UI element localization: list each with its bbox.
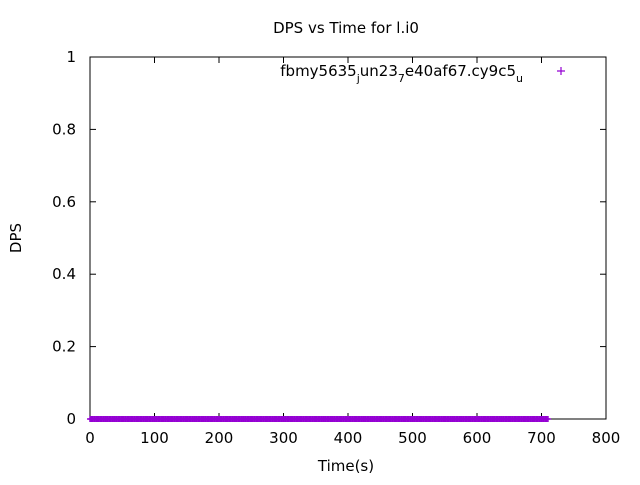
y-tick-label: 0.6 — [52, 193, 76, 211]
data-point — [544, 416, 551, 422]
chart-title: DPS vs Time for l.i0 — [273, 19, 419, 37]
legend-part-b: j — [356, 72, 360, 85]
x-tick-label: 0 — [85, 429, 95, 447]
y-tick-label: 0.8 — [52, 120, 76, 138]
x-tick-label: 400 — [334, 429, 363, 447]
legend-part-e: e40af67.cy9c5 — [405, 62, 516, 80]
legend: fbmy5635jun237e40af67.cy9c5u — [280, 62, 565, 85]
x-tick-label: 600 — [463, 429, 492, 447]
y-tick-label: 0 — [66, 410, 76, 428]
legend-label: fbmy5635jun237e40af67.cy9c5u — [280, 62, 523, 85]
series-points — [87, 416, 551, 422]
y-tick-label: 0.4 — [52, 265, 76, 283]
x-axis-label: Time(s) — [317, 457, 374, 475]
legend-part-c: un23 — [360, 62, 398, 80]
x-tick-label: 300 — [269, 429, 298, 447]
y-tick-label: 0.2 — [52, 338, 76, 356]
legend-part-a: fbmy5635 — [280, 62, 356, 80]
y-axis-ticks: 0 0.2 0.4 0.6 0.8 1 — [52, 48, 606, 428]
legend-part-d: 7 — [398, 72, 405, 85]
legend-part-f: u — [516, 72, 523, 85]
x-tick-label: 800 — [592, 429, 621, 447]
y-tick-label: 1 — [66, 48, 76, 66]
legend-marker — [557, 67, 565, 75]
x-tick-label: 100 — [140, 429, 169, 447]
x-tick-label: 500 — [398, 429, 427, 447]
x-tick-label: 700 — [527, 429, 556, 447]
x-axis-ticks: 0 100 200 300 400 500 600 700 800 — [85, 57, 620, 447]
y-axis-label: DPS — [7, 223, 25, 253]
x-tick-label: 200 — [205, 429, 234, 447]
legend-plus-marker — [557, 67, 565, 75]
